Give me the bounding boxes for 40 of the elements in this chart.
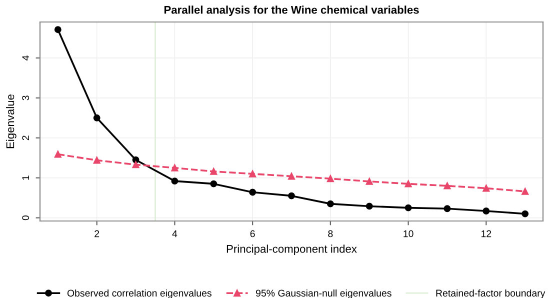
point	[210, 180, 218, 188]
point	[132, 161, 140, 168]
point	[288, 192, 295, 200]
point	[482, 208, 490, 214]
y-tick-label: 4	[22, 56, 29, 60]
y-tick-label: 0	[22, 215, 30, 220]
x-tick-label: 6	[250, 230, 255, 238]
point	[326, 175, 334, 182]
point	[132, 156, 140, 164]
x-axis-title: Principal-component index	[226, 244, 357, 256]
point	[249, 188, 256, 196]
point	[404, 180, 412, 188]
x-tick-label: 8	[328, 230, 333, 238]
x-tick-label: 12	[481, 230, 492, 238]
point	[93, 114, 100, 122]
y-tick-label: 1	[22, 176, 29, 180]
y-axis-title: Eigenvalue	[6, 94, 16, 148]
point	[482, 184, 490, 192]
point	[404, 204, 412, 212]
x-tick-label: 10	[404, 230, 414, 238]
point	[522, 188, 529, 195]
y-tick-label: 2	[22, 136, 29, 140]
point	[171, 164, 178, 172]
point	[326, 200, 334, 208]
point	[288, 172, 295, 180]
point	[210, 168, 218, 175]
point	[522, 210, 529, 218]
point	[171, 178, 178, 185]
point	[54, 150, 62, 158]
x-tick-label: 4	[172, 230, 178, 238]
point	[366, 202, 373, 210]
y-tick-label: 3	[22, 96, 30, 100]
chart-title: Parallel analysis for the Wine chemical variables	[164, 6, 419, 16]
x-tick-label: 2	[94, 230, 100, 238]
point	[444, 182, 451, 190]
point	[444, 205, 451, 212]
point	[366, 178, 373, 185]
point	[93, 156, 100, 164]
point	[249, 170, 256, 178]
point	[54, 26, 62, 34]
